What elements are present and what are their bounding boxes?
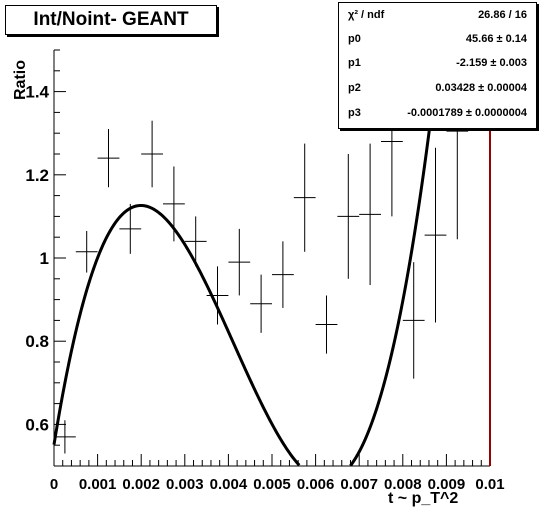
y-tick-label: 0.6 (25, 415, 49, 434)
data-point (402, 262, 425, 379)
stats-value: 26.86 / 16 (478, 9, 527, 21)
x-tick-label: 0.008 (384, 476, 422, 493)
x-tick-label: 0.005 (253, 476, 291, 493)
data-point (337, 154, 360, 279)
x-tick-label: 0.003 (166, 476, 204, 493)
y-axis-title: Ratio (12, 60, 29, 100)
x-tick-label: 0.006 (297, 476, 335, 493)
data-point (119, 203, 142, 254)
x-axis-title: t ~ p_T^2 (388, 490, 459, 507)
stats-row-p0: p0 45.66 ± 0.14 (339, 30, 536, 50)
data-point (141, 120, 163, 188)
fit-stats-box: χ² / ndf 26.86 / 16 p0 45.66 ± 0.14 p1 -… (338, 2, 537, 129)
stats-value: 45.66 ± 0.14 (465, 33, 527, 45)
y-tick-label: 1.2 (25, 166, 49, 185)
stats-label: p1 (348, 57, 361, 69)
stats-value: -2.159 ± 0.003 (456, 57, 527, 69)
stats-label: p3 (348, 107, 361, 119)
stats-value: 0.03428 ± 0.00004 (435, 82, 527, 94)
axis-ticks (53, 49, 491, 467)
fit-curve (52, 52, 441, 467)
data-point (250, 274, 272, 333)
x-tick-label: 0.009 (428, 476, 466, 493)
data-points (54, 50, 469, 454)
y-tick-label: 0.8 (25, 332, 49, 351)
data-point (424, 147, 447, 323)
stats-row-p1: p1 -2.159 ± 0.003 (339, 54, 536, 74)
x-tick-label: 0.001 (79, 476, 117, 493)
y-tick-label: 1.4 (25, 83, 49, 102)
data-point (359, 143, 381, 286)
x-tick-label: 0.004 (210, 476, 248, 493)
data-point (293, 143, 316, 252)
stats-row-p2: p2 0.03428 ± 0.00004 (339, 79, 536, 99)
stats-label: p2 (348, 82, 361, 94)
x-tick-label: 0.01 (475, 476, 504, 493)
data-point (228, 228, 251, 296)
x-tick-label: 0 (50, 476, 58, 493)
x-tick-label: 0.007 (340, 476, 378, 493)
data-point (315, 295, 338, 354)
data-point (272, 241, 294, 308)
chart-title: Int/Noint- GEANT (5, 5, 217, 35)
stats-value: -0.0001789 ± 0.0000004 (407, 107, 527, 119)
data-point (54, 420, 76, 454)
x-tick-label: 0.002 (122, 476, 160, 493)
stats-label: χ² / ndf (348, 9, 385, 21)
data-point (75, 230, 98, 273)
data-point (97, 129, 120, 188)
tick-labels: 0 0.001 0.002 0.003 0.004 0.005 0.006 0.007 0.00… (25, 83, 504, 493)
stats-row-chi2: χ² / ndf 26.86 / 16 (339, 6, 536, 26)
stats-label: p0 (348, 33, 361, 45)
y-tick-label: 1 (40, 249, 49, 268)
stats-row-p3: p3 -0.0001789 ± 0.0000004 (339, 104, 536, 124)
data-point (184, 216, 207, 267)
